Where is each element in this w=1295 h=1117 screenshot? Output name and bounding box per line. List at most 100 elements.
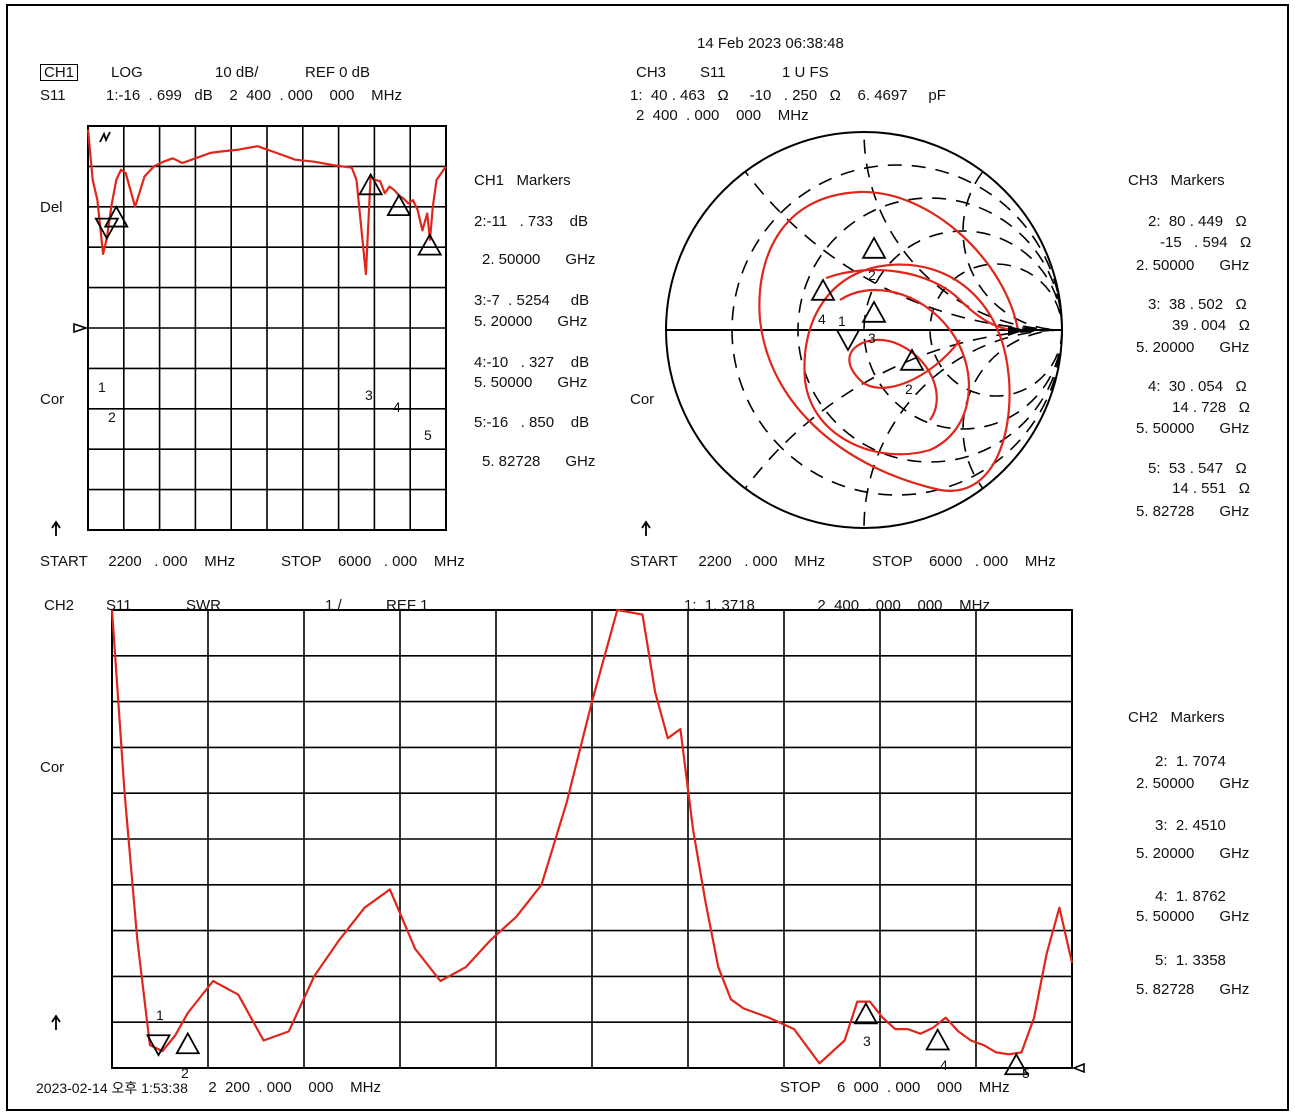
ch3-marker-4	[810, 278, 836, 301]
ch3-param: S11	[700, 64, 726, 81]
ch3-arrow-icon	[641, 520, 651, 536]
ch1-marker5-value: 5:-16 . 850 dB	[474, 414, 590, 431]
timestamp: 14 Feb 2023 06:38:48	[697, 35, 844, 52]
ch1-marker-1	[94, 217, 120, 241]
ch3-smith-trace	[758, 190, 1020, 492]
ch3-marker-4-label: 4	[818, 311, 826, 327]
ch2-markers-title: CH2 Markers	[1128, 709, 1225, 726]
ch1-ref-pointer	[73, 322, 89, 334]
ch2-cor-label: Cor	[40, 759, 65, 776]
ch1-marker-3	[358, 172, 384, 196]
ch2-marker-2-label: 2	[181, 1065, 189, 1081]
ch3-markers-title: CH3 Markers	[1128, 172, 1225, 189]
ch2-trace	[110, 608, 1074, 1065]
smith-reactance-arc	[962, 329, 1062, 528]
analyzer-frame	[6, 4, 1289, 1111]
ch1-marker4-value: 4:-10 . 327 dB	[474, 354, 590, 371]
ch1-marker-4	[386, 193, 412, 217]
ch3-marker3-real: 3: 38 . 502 Ω	[1148, 296, 1247, 313]
ch2-marker-2	[175, 1031, 201, 1055]
ch3-marker4-real: 4: 30 . 054 Ω	[1148, 378, 1247, 395]
ch3-marker2-imag: -15 . 594 Ω	[1160, 234, 1252, 251]
ch1-arrow-icon	[51, 520, 61, 536]
smith-reactance-arc	[962, 132, 1062, 331]
ch2-marker-4-label: 4	[940, 1057, 948, 1073]
ch1-marker5-freq: 5. 82728 GHz	[482, 453, 596, 470]
ch1-marker2-freq: 2. 50000 GHz	[482, 251, 596, 268]
ch3-marker1-impedance: 1: 40 . 463 Ω -10 . 250 Ω 6. 4697 pF	[630, 87, 946, 104]
ch1-param: S11	[40, 87, 66, 104]
ch3-label: CH3	[636, 64, 667, 81]
ch2-marker2-value: 2: 1. 7074	[1155, 753, 1226, 770]
ch2-stop: STOP 6 000 . 000 000 MHz	[780, 1079, 1010, 1096]
ch3-start: START 2200 . 000 MHz	[630, 553, 826, 570]
ch3-marker5-freq: 5. 82728 GHz	[1136, 503, 1250, 520]
ch1-del-label: Del	[40, 199, 63, 216]
ch1-marker-5-label: 5	[424, 427, 432, 443]
ch3-marker1-freq: 2 400 . 000 000 MHz	[636, 107, 809, 124]
ch1-format: LOG	[111, 64, 143, 81]
ch3-marker2-freq: 2. 50000 GHz	[1136, 257, 1250, 274]
ch1-markers-title: CH1 Markers	[474, 172, 571, 189]
ch1-marker3-freq: 5. 20000 GHz	[474, 313, 588, 330]
ch1-marker-1-label: 1	[98, 379, 106, 395]
ch2-marker5-value: 5: 1. 3358	[1155, 952, 1226, 969]
ch1-start: START 2200 . 000 MHz	[40, 553, 236, 570]
ch1-marker-4-label: 4	[393, 399, 401, 415]
ch1-scale: 10 dB/	[215, 64, 259, 81]
ch1-label: CH1	[40, 64, 79, 81]
ch2-marker-4	[925, 1027, 951, 1051]
ch1-cor-label: Cor	[40, 391, 65, 408]
ch3-marker4-imag: 14 . 728 Ω	[1172, 399, 1250, 416]
ch1-trace	[86, 129, 447, 276]
ch2-marker-5-label: 5	[1022, 1065, 1030, 1081]
ch1-marker-3-label: 3	[365, 387, 373, 403]
ch1-marker1: 1:-16 . 699 dB 2 400 . 000 000 MHz	[106, 87, 403, 104]
ch2-marker-5	[1003, 1052, 1029, 1076]
ch2-marker2-freq: 2. 50000 GHz	[1136, 775, 1250, 792]
ch3-marker-2b	[899, 348, 925, 371]
ch3-marker-1	[835, 329, 861, 352]
ch3-marker3-freq: 5. 20000 GHz	[1136, 339, 1250, 356]
ch1-marker-5	[417, 232, 443, 256]
ch3-marker-3	[861, 300, 887, 323]
ch2-marker3-value: 3: 2. 4510	[1155, 817, 1226, 834]
smith-reactance-arc	[666, 329, 1062, 528]
ch2-scale: 1 /	[325, 597, 342, 614]
ch2-marker-1	[145, 1034, 172, 1057]
ch2-label: CH2	[44, 597, 75, 614]
ch2-arrow-icon	[51, 1014, 61, 1030]
ch3-marker-2	[861, 236, 887, 259]
ch3-stop: STOP 6000 . 000 MHz	[872, 553, 1056, 570]
ch3-marker4-freq: 5. 50000 GHz	[1136, 420, 1250, 437]
ch2-marker3-freq: 5. 20000 GHz	[1136, 845, 1250, 862]
ch2-marker4-value: 4: 1. 8762	[1155, 888, 1226, 905]
ch3-marker3-imag: 39 . 004 Ω	[1172, 317, 1250, 334]
ch2-marker4-freq: 5. 50000 GHz	[1136, 908, 1250, 925]
ch3-marker-2b-label: 2	[905, 381, 913, 397]
ch1-ref: REF 0 dB	[305, 64, 371, 81]
smith-reactance-arc	[863, 329, 1062, 528]
ch1-marker-2	[103, 204, 129, 228]
ch1-marker3-value: 3:-7 . 5254 dB	[474, 292, 590, 309]
ch2-marker-3	[853, 1001, 879, 1025]
ch3-format: 1 U FS	[782, 64, 829, 81]
ch2-ref-pointer	[1071, 1062, 1085, 1074]
ch3-marker-3-label: 3	[868, 330, 876, 346]
ch3-marker5-real: 5: 53 . 547 Ω	[1148, 460, 1247, 477]
ch3-cor-label: Cor	[630, 391, 655, 408]
smith-reactance-arc	[863, 132, 1062, 331]
ch3-marker5-imag: 14 . 551 Ω	[1172, 480, 1250, 497]
ch1-marker2-value: 2:-11 . 733 dB	[474, 213, 588, 230]
ch1-marker4-freq: 5. 50000 GHz	[474, 374, 588, 391]
ch1-stop: STOP 6000 . 000 MHz	[281, 553, 465, 570]
ch3-smith-trace-tail	[825, 268, 1019, 332]
ch3-marker2-real: 2: 80 . 449 Ω	[1148, 213, 1247, 230]
ch2-marker5-freq: 5. 82728 GHz	[1136, 981, 1250, 998]
ch3-marker-5-active	[1008, 326, 1026, 336]
ch3-marker-1-label: 1	[838, 313, 846, 329]
ch1-corner-icon	[99, 131, 111, 143]
capture-timestamp-overlay: 2023-02-14 오후 1:53:38	[36, 1080, 188, 1096]
ch2-marker-1-label: 1	[156, 1007, 164, 1023]
